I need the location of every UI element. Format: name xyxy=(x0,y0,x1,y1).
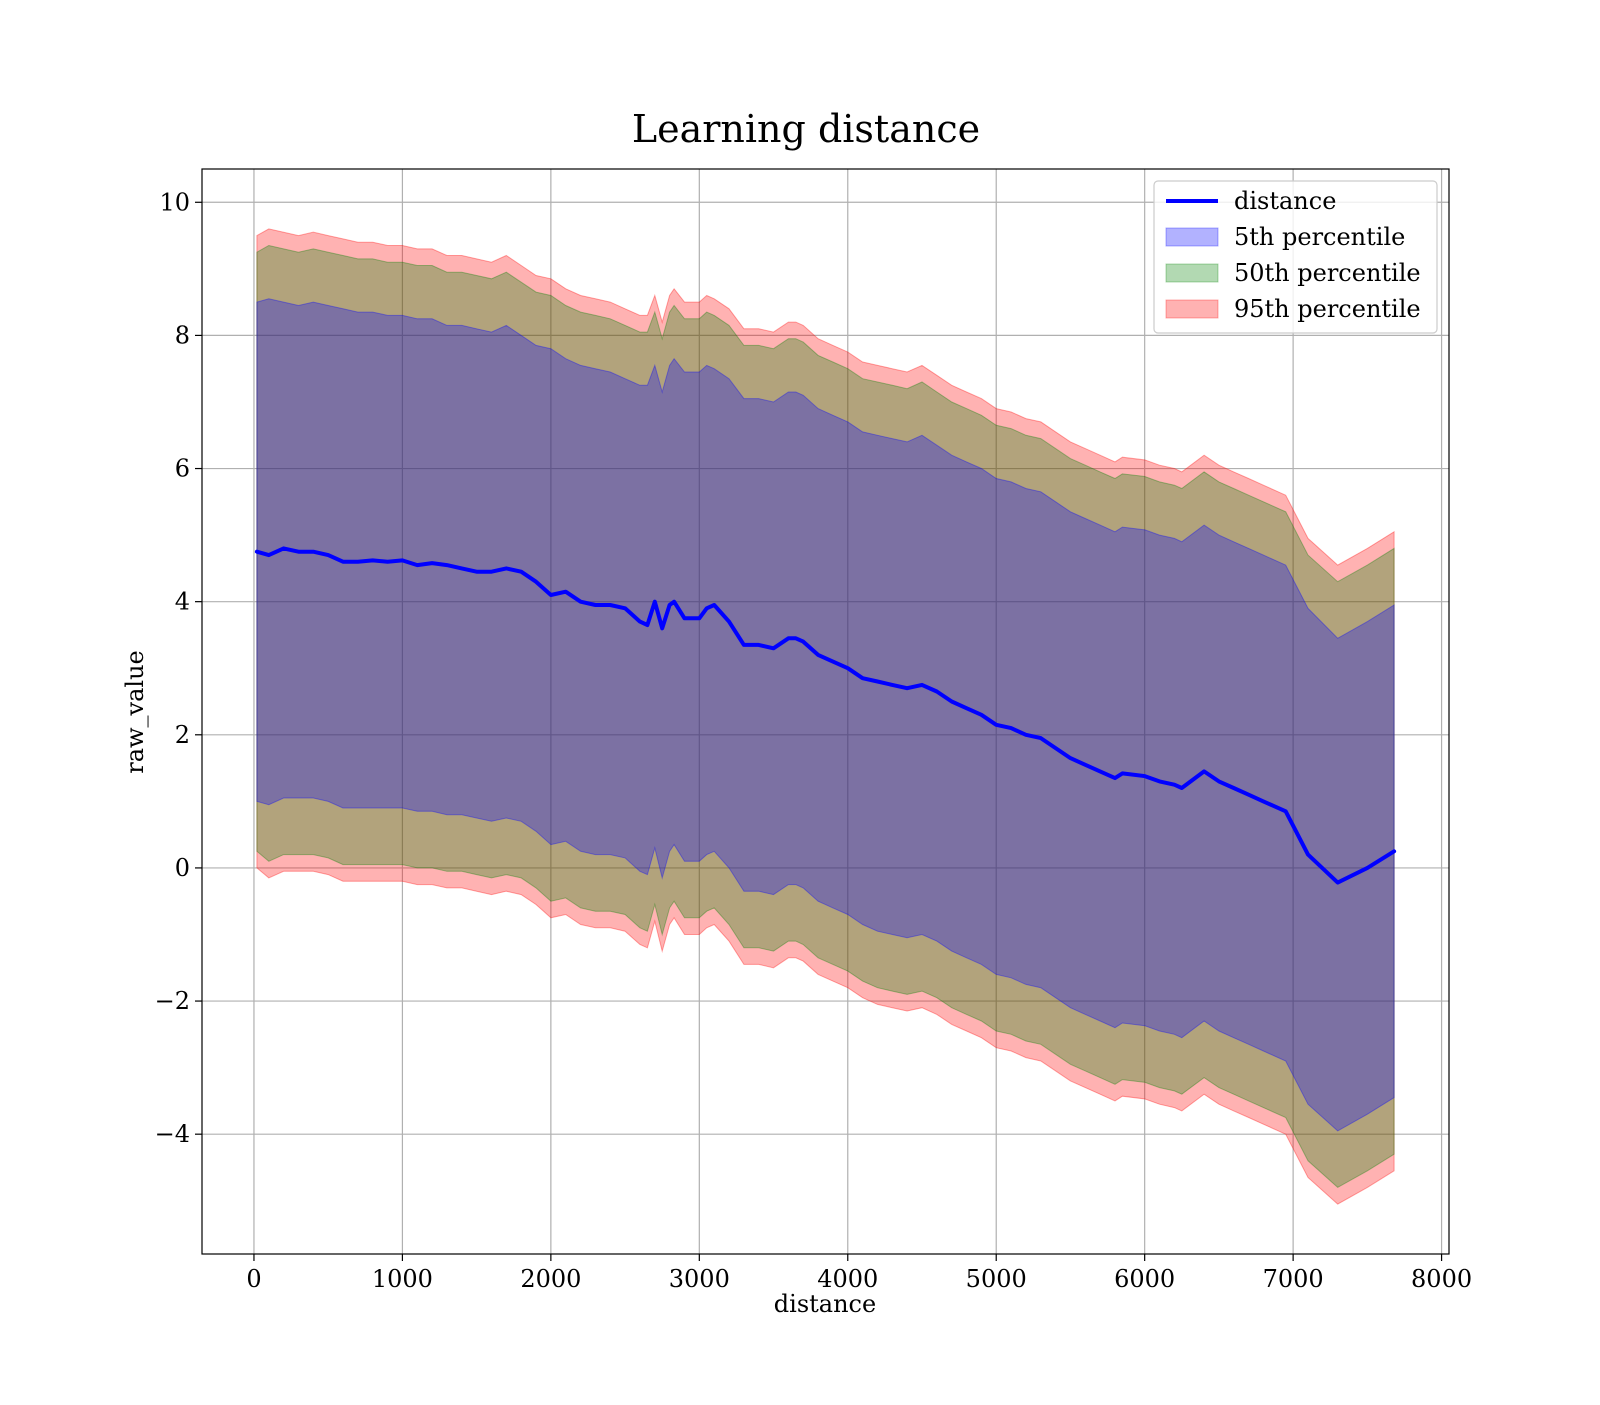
y-tick-label-4: 4 xyxy=(175,588,190,616)
x-tick-label-0: 0 xyxy=(246,1265,261,1293)
x-tick-label-8: 8000 xyxy=(1411,1265,1472,1293)
legend-swatch-95th-percentile xyxy=(1165,299,1219,319)
x-tick-label-7: 7000 xyxy=(1263,1265,1324,1293)
legend-label-50th-percentile: 50th percentile xyxy=(1234,259,1421,287)
band-95th-percentile xyxy=(256,228,1395,1205)
y-tick-label-7: 10 xyxy=(159,188,190,216)
x-tick-label-5: 5000 xyxy=(966,1265,1027,1293)
legend-swatch-50th-percentile xyxy=(1165,263,1219,283)
y-tick-label-1: −2 xyxy=(155,987,190,1015)
band-5th-percentile xyxy=(256,298,1395,1132)
legend-swatch-5th-percentile xyxy=(1165,227,1219,247)
y-tick-label-3: 2 xyxy=(175,721,190,749)
band-50th-percentile xyxy=(256,244,1395,1189)
x-axis-label: distance xyxy=(774,1290,876,1318)
legend-label-95th-percentile: 95th percentile xyxy=(1234,295,1421,323)
series-lines xyxy=(254,546,1397,885)
axes-frame xyxy=(201,168,1450,1255)
y-tick-label-0: −4 xyxy=(155,1120,190,1148)
x-axis-ticks: 0 1000 2000 3000 4000 5000 6000 7000 8000 xyxy=(246,1254,1472,1293)
legend-label-5th-percentile: 5th percentile xyxy=(1234,223,1405,251)
percentile-bands xyxy=(256,228,1395,1205)
x-tick-label-2: 2000 xyxy=(520,1265,581,1293)
legend-box xyxy=(1153,180,1438,334)
y-axis-ticks: −4 −2 0 2 4 6 8 10 xyxy=(155,188,202,1148)
x-tick-label-4: 4000 xyxy=(817,1265,878,1293)
grid xyxy=(202,169,1449,1254)
series-line-distance xyxy=(254,546,1397,885)
y-axis-label: raw_value xyxy=(121,650,149,774)
x-tick-label-6: 6000 xyxy=(1114,1265,1175,1293)
y-tick-label-2: 0 xyxy=(175,854,190,882)
y-tick-label-5: 6 xyxy=(175,455,190,483)
legend-label-distance: distance xyxy=(1234,187,1336,215)
legend: distance 5th percentile 50th percentile 95t… xyxy=(1153,180,1438,334)
y-tick-label-6: 8 xyxy=(175,321,190,349)
x-tick-label-1: 1000 xyxy=(372,1265,433,1293)
chart-title: Learning distance xyxy=(632,107,980,151)
x-tick-label-3: 3000 xyxy=(669,1265,730,1293)
